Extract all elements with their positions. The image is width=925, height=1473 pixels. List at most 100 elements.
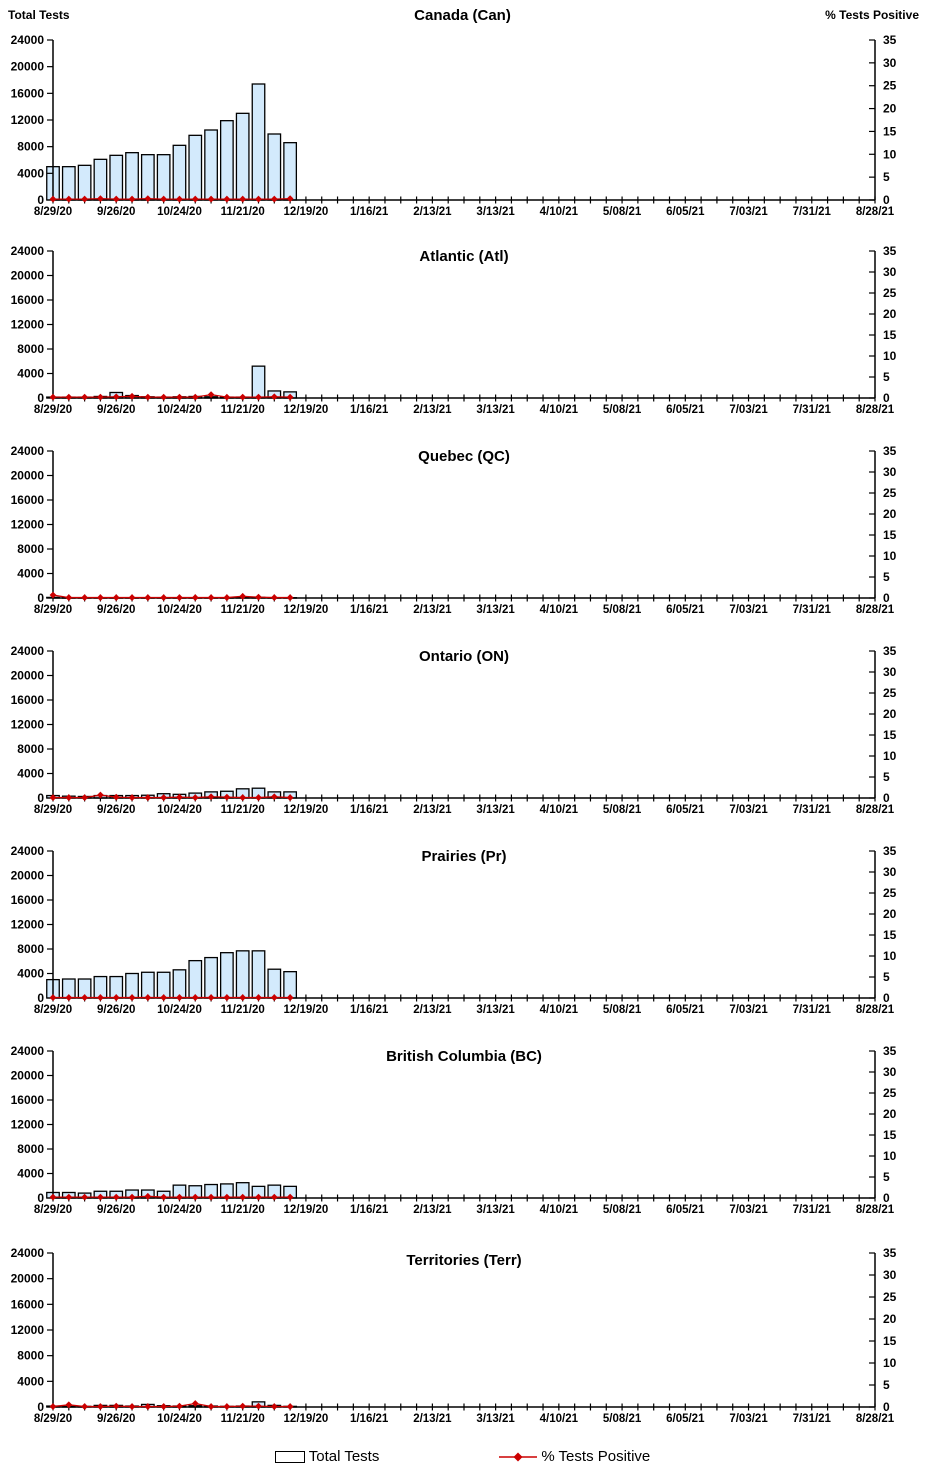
svg-text:0: 0 <box>883 391 890 405</box>
chart-panel-territories-terr: Territories (Terr)0400080001200016000200… <box>11 1246 897 1425</box>
svg-text:12/19/20: 12/19/20 <box>284 206 329 218</box>
svg-text:12000: 12000 <box>11 518 45 532</box>
svg-text:25: 25 <box>883 79 897 93</box>
panel-title: Quebec (QC) <box>418 448 510 465</box>
svg-text:30: 30 <box>883 56 897 70</box>
svg-text:11/21/20: 11/21/20 <box>221 1204 265 1216</box>
svg-text:8000: 8000 <box>17 1142 44 1156</box>
svg-text:7/03/21: 7/03/21 <box>729 404 768 416</box>
svg-text:8000: 8000 <box>17 140 44 154</box>
svg-text:25: 25 <box>883 1290 897 1304</box>
svg-text:24000: 24000 <box>11 244 45 258</box>
svg-text:7/03/21: 7/03/21 <box>729 1004 768 1016</box>
svg-text:10/24/20: 10/24/20 <box>157 804 202 816</box>
svg-text:10: 10 <box>883 949 897 963</box>
svg-text:8/29/20: 8/29/20 <box>34 206 72 218</box>
svg-text:10/24/20: 10/24/20 <box>157 1204 202 1216</box>
svg-text:0: 0 <box>37 391 44 405</box>
svg-text:5/08/21: 5/08/21 <box>603 604 642 616</box>
svg-text:5: 5 <box>883 1170 890 1184</box>
panel-title: Prairies (Pr) <box>421 848 506 865</box>
svg-text:2/13/21: 2/13/21 <box>413 804 452 816</box>
svg-text:7/03/21: 7/03/21 <box>729 604 768 616</box>
svg-text:3/13/21: 3/13/21 <box>476 404 515 416</box>
legend-total-tests-label: Total Tests <box>308 1448 380 1465</box>
svg-text:0: 0 <box>883 591 890 605</box>
svg-text:5/08/21: 5/08/21 <box>603 1204 642 1216</box>
svg-text:25: 25 <box>883 1086 897 1100</box>
svg-text:12/19/20: 12/19/20 <box>284 604 329 616</box>
svg-text:2/13/21: 2/13/21 <box>413 1004 452 1016</box>
svg-text:6/05/21: 6/05/21 <box>666 1004 705 1016</box>
svg-text:8/28/21: 8/28/21 <box>856 206 895 218</box>
legend: Total Tests % Tests Positive <box>0 1440 925 1473</box>
report-header: Total Tests Canada (Can) % Tests Positiv… <box>0 0 925 26</box>
svg-text:8000: 8000 <box>17 1349 44 1363</box>
svg-text:5/08/21: 5/08/21 <box>603 404 642 416</box>
svg-text:12/19/20: 12/19/20 <box>284 1204 329 1216</box>
svg-text:11/21/20: 11/21/20 <box>221 206 265 218</box>
axes: 0 4000 8000 12000 16000 20000 24000 0 5 10 15 20 25 3… <box>11 1246 897 1425</box>
svg-text:20000: 20000 <box>11 669 45 683</box>
svg-text:10/24/20: 10/24/20 <box>157 1413 202 1425</box>
svg-text:24000: 24000 <box>11 1246 45 1260</box>
svg-text:7/31/21: 7/31/21 <box>793 1004 832 1016</box>
svg-text:1/16/21: 1/16/21 <box>350 1204 389 1216</box>
legend-pct-positive-label: % Tests Positive <box>541 1448 651 1465</box>
svg-text:5/08/21: 5/08/21 <box>603 804 642 816</box>
svg-text:5/08/21: 5/08/21 <box>603 1413 642 1425</box>
svg-text:7/31/21: 7/31/21 <box>793 604 832 616</box>
svg-text:8/28/21: 8/28/21 <box>856 1413 895 1425</box>
svg-text:16000: 16000 <box>11 893 45 907</box>
svg-text:8/29/20: 8/29/20 <box>34 1004 72 1016</box>
svg-text:12/19/20: 12/19/20 <box>284 1413 329 1425</box>
svg-text:20: 20 <box>883 307 897 321</box>
svg-text:8/28/21: 8/28/21 <box>856 604 895 616</box>
svg-text:8/29/20: 8/29/20 <box>34 404 72 416</box>
svg-text:1/16/21: 1/16/21 <box>350 1004 389 1016</box>
svg-text:7/31/21: 7/31/21 <box>793 404 832 416</box>
svg-text:4/10/21: 4/10/21 <box>540 1413 579 1425</box>
svg-text:5: 5 <box>883 770 890 784</box>
svg-text:11/21/20: 11/21/20 <box>221 804 265 816</box>
svg-text:9/26/20: 9/26/20 <box>97 1204 135 1216</box>
svg-text:20000: 20000 <box>11 469 45 483</box>
svg-text:20: 20 <box>883 907 897 921</box>
chart-panel-ontario-on: Ontario (ON) 0 4000 8000 12000 16000 20000 2400… <box>11 644 897 816</box>
svg-text:5: 5 <box>883 570 890 584</box>
svg-text:16000: 16000 <box>11 1093 45 1107</box>
svg-text:3/13/21: 3/13/21 <box>476 1204 515 1216</box>
bars-series <box>46 83 298 201</box>
svg-text:15: 15 <box>883 328 897 342</box>
svg-text:6/05/21: 6/05/21 <box>666 1204 705 1216</box>
svg-text:20000: 20000 <box>11 1069 45 1083</box>
svg-text:11/21/20: 11/21/20 <box>221 1004 265 1016</box>
svg-text:3/13/21: 3/13/21 <box>476 804 515 816</box>
svg-text:1/16/21: 1/16/21 <box>350 804 389 816</box>
svg-text:4/10/21: 4/10/21 <box>540 206 579 218</box>
svg-text:2/13/21: 2/13/21 <box>413 1204 452 1216</box>
bars-series <box>46 365 298 399</box>
svg-text:0: 0 <box>883 193 890 207</box>
svg-text:3/13/21: 3/13/21 <box>476 206 515 218</box>
panel-title: Atlantic (Atl) <box>419 248 508 265</box>
svg-text:20: 20 <box>883 707 897 721</box>
svg-text:0: 0 <box>883 991 890 1005</box>
svg-text:10: 10 <box>883 1149 897 1163</box>
svg-text:9/26/20: 9/26/20 <box>97 804 135 816</box>
svg-text:8/29/20: 8/29/20 <box>34 1413 72 1425</box>
axes: 0 4000 8000 12000 16000 20000 24000 0 5 10 15 20 25 3… <box>11 244 897 416</box>
svg-text:2/13/21: 2/13/21 <box>413 206 452 218</box>
axes: 0 4000 8000 12000 16000 20000 24000 0 5 10 15 20 25 3… <box>11 844 897 1016</box>
legend-item-total-tests: Total Tests <box>274 1448 380 1465</box>
svg-text:20000: 20000 <box>11 869 45 883</box>
svg-text:9/26/20: 9/26/20 <box>97 206 135 218</box>
svg-text:0: 0 <box>37 591 44 605</box>
svg-text:15: 15 <box>883 1334 897 1348</box>
svg-text:8/29/20: 8/29/20 <box>34 1204 72 1216</box>
svg-text:4000: 4000 <box>17 367 44 381</box>
svg-text:10: 10 <box>883 549 897 563</box>
svg-text:4000: 4000 <box>17 166 44 180</box>
svg-text:9/26/20: 9/26/20 <box>97 604 135 616</box>
svg-text:8000: 8000 <box>17 742 44 756</box>
